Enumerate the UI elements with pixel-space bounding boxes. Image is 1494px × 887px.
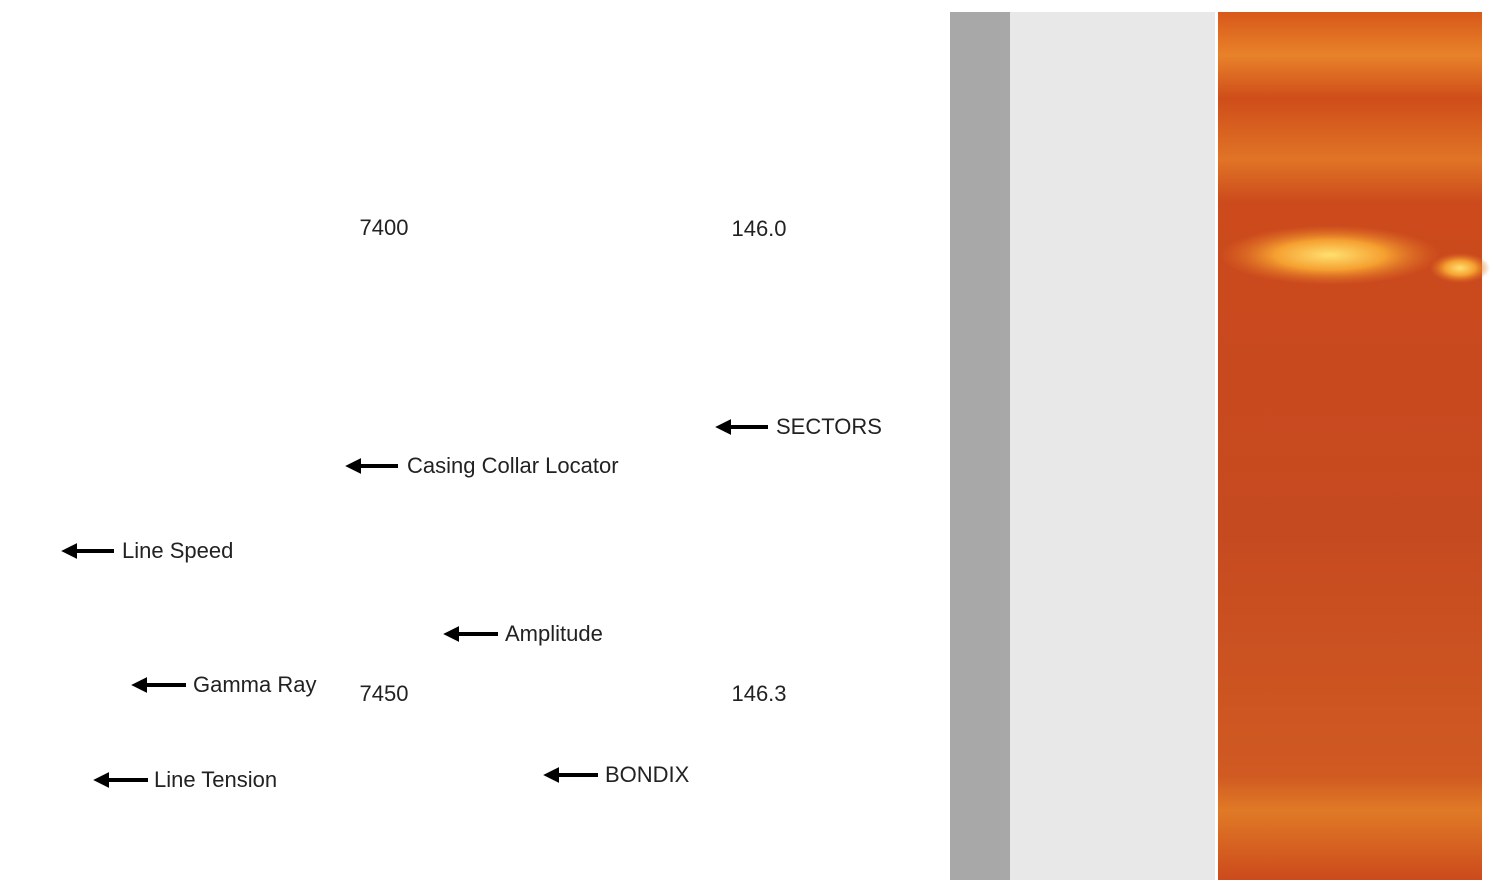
- cement-map: [1218, 12, 1482, 880]
- cement-map-highlight: [1430, 253, 1490, 283]
- label-bg: [119, 538, 249, 565]
- label-bg: [354, 214, 414, 244]
- depth-label: 7400: [360, 215, 409, 240]
- annotation: Casing Collar Locator: [407, 453, 619, 478]
- label-bg: [774, 414, 902, 441]
- annotation: Amplitude: [505, 621, 603, 646]
- label-bg: [354, 680, 414, 710]
- annotation: Line Speed: [122, 538, 233, 563]
- label-bg: [727, 215, 792, 245]
- label-bg: [404, 453, 652, 480]
- annotation: Gamma Ray: [193, 672, 316, 697]
- arrows: [61, 419, 768, 788]
- waveform-background: [1010, 12, 1215, 880]
- annotation: BONDIX: [605, 762, 690, 787]
- annotation: Line Tension: [154, 767, 277, 792]
- label-bg: [152, 767, 296, 794]
- label-bg: [503, 621, 618, 648]
- label-bg: [190, 672, 335, 699]
- label-bg: [603, 762, 705, 789]
- cement-map-highlight: [1220, 225, 1440, 285]
- waveform-background: [950, 12, 1010, 880]
- amplitude-label: 146.3: [731, 681, 786, 706]
- label-bg: [727, 680, 792, 710]
- amplitude-label: 146.0: [731, 216, 786, 241]
- depth-label: 7450: [360, 681, 409, 706]
- annotation: SECTORS: [776, 414, 882, 439]
